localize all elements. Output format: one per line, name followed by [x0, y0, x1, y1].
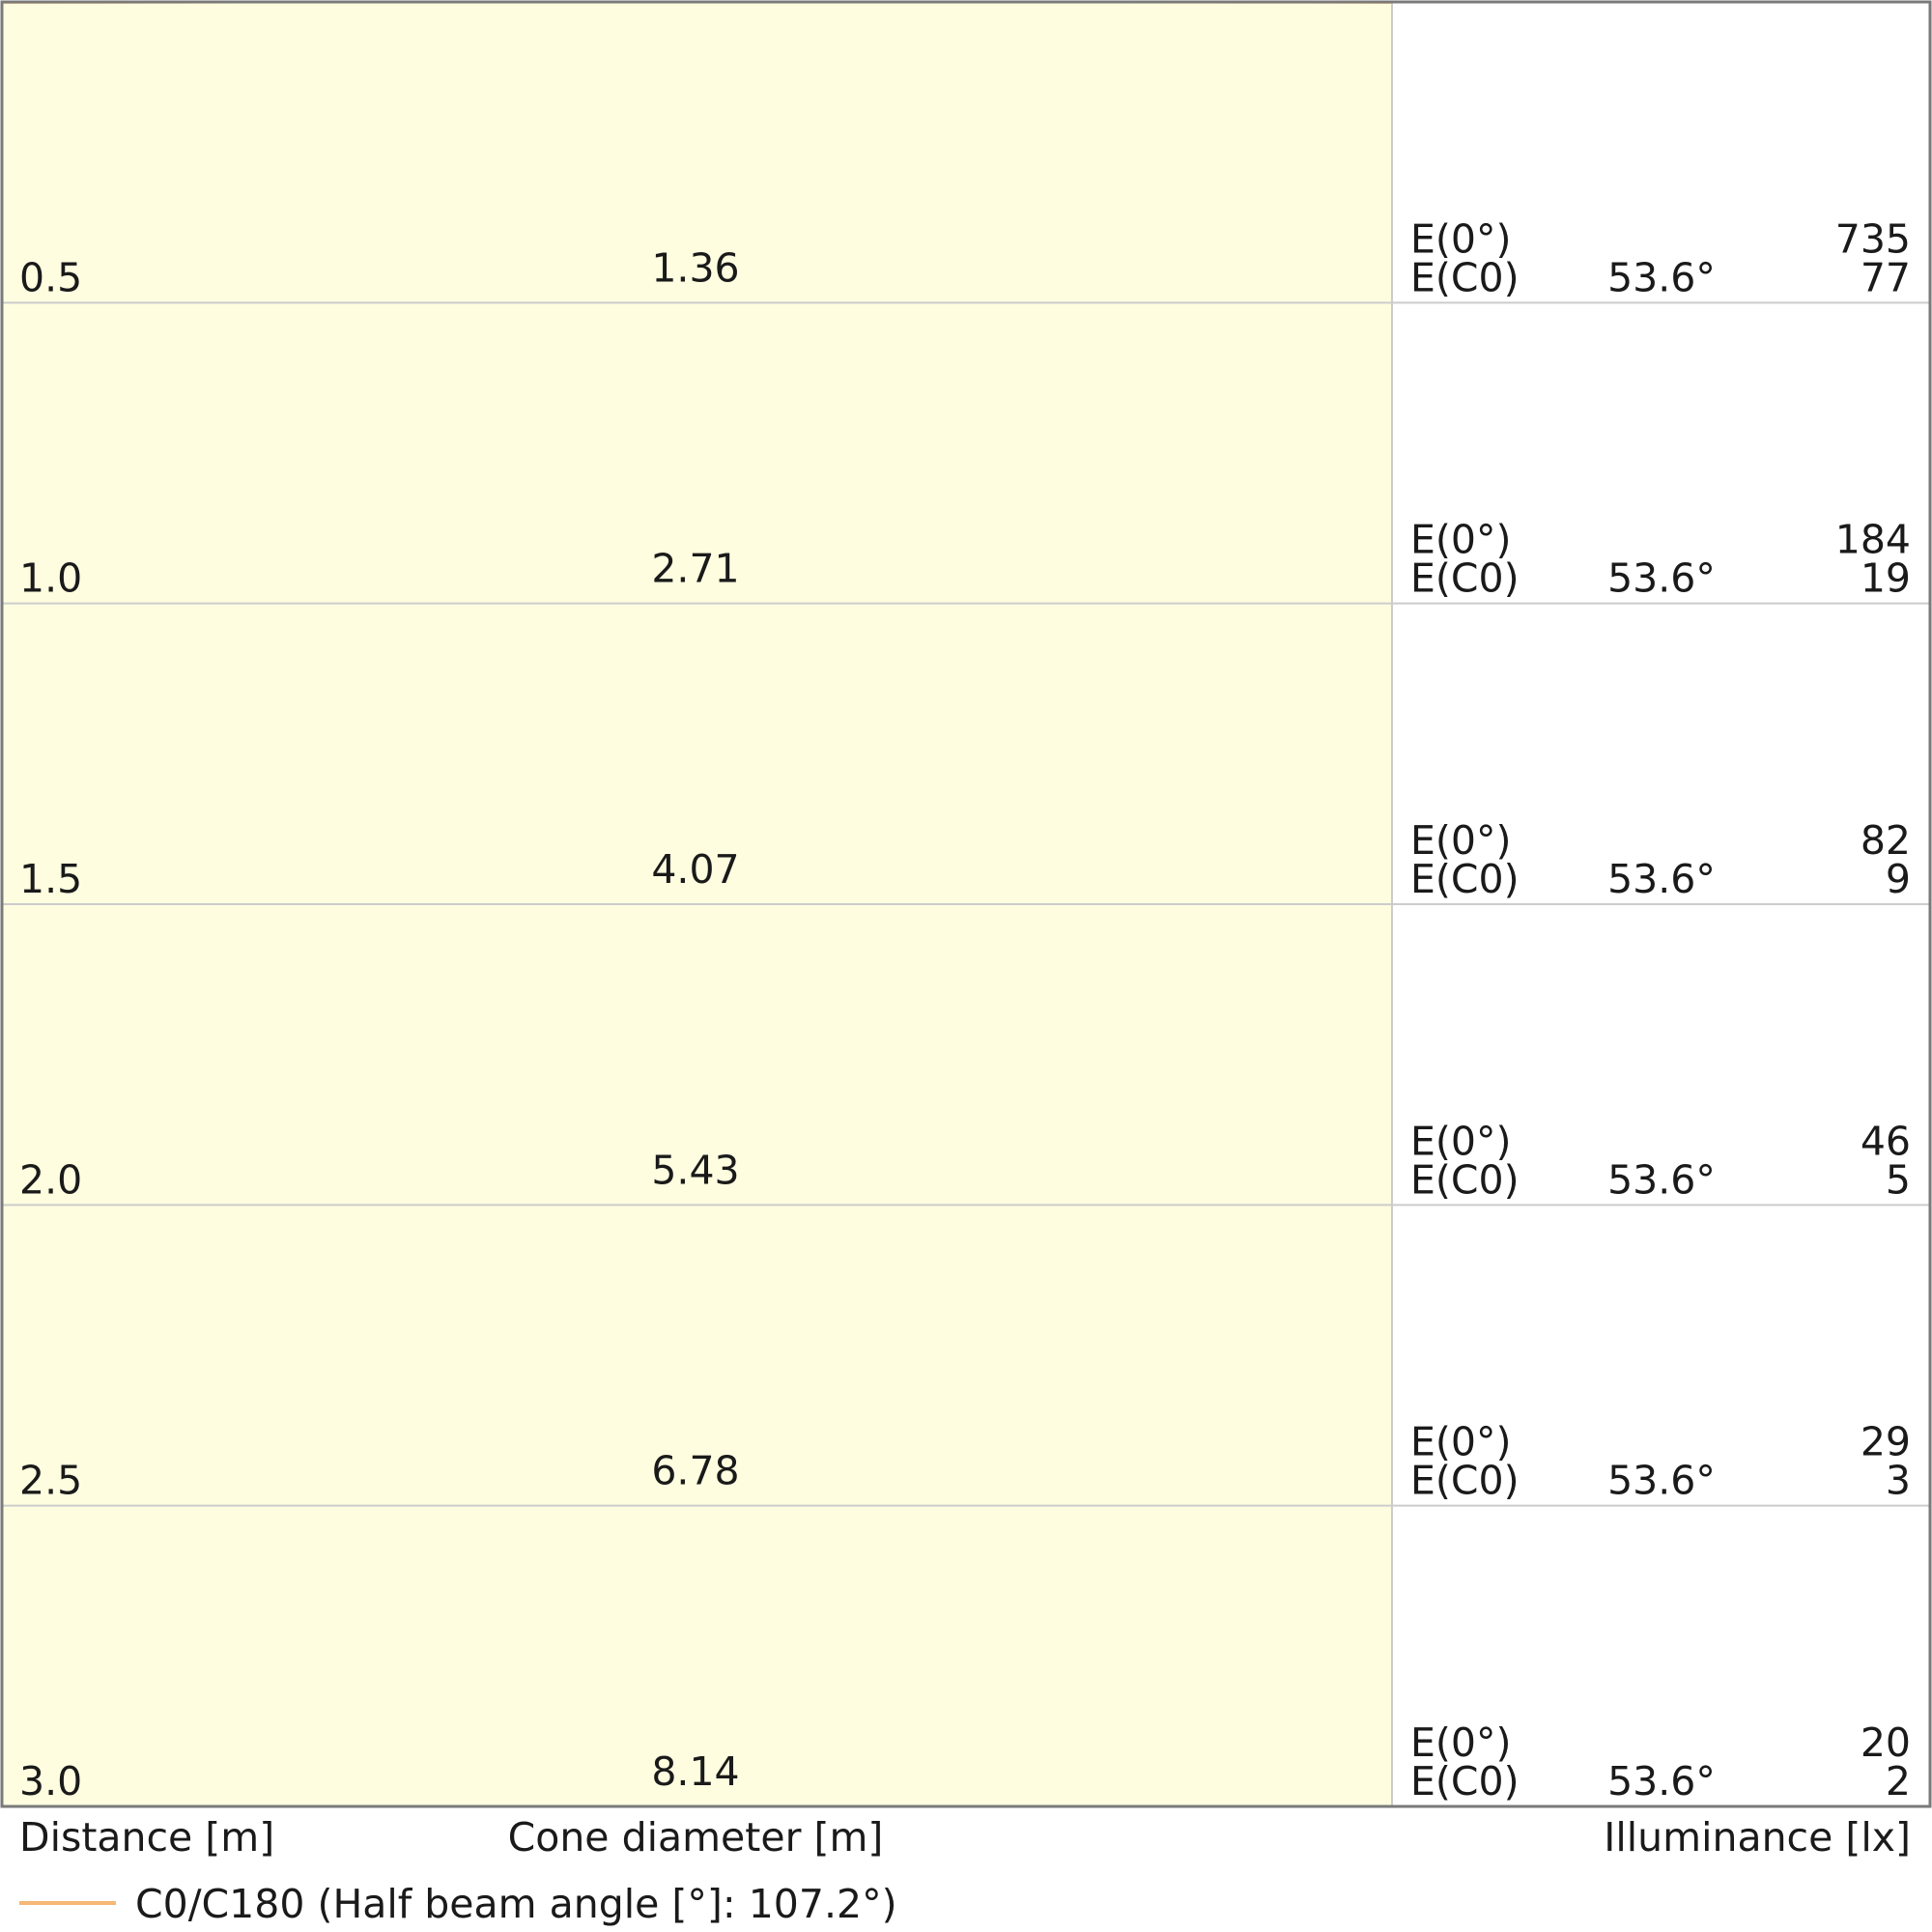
ec0-value: 9	[1886, 856, 1911, 902]
e0-label: E(0°)	[1410, 1719, 1511, 1766]
ec0-label: E(C0)	[1410, 254, 1520, 300]
angle-label: 53.6°	[1607, 856, 1716, 902]
ec0-label: E(C0)	[1410, 555, 1520, 602]
cone-diameter-label: 4.07	[651, 846, 739, 893]
e0-value: 20	[1861, 1719, 1911, 1766]
table-row: 2.0 5.43 E(0°)E(C0) 53.6° 465	[19, 1118, 1911, 1203]
cone-diameter-label: 5.43	[651, 1147, 739, 1193]
angle-label: 53.6°	[1607, 555, 1716, 602]
illuminance-axis-label: Illuminance [lx]	[1604, 1814, 1911, 1861]
table-row: 3.0 8.14 E(0°)E(C0) 53.6° 202	[19, 1719, 1911, 1804]
e0-label: E(0°)	[1410, 1419, 1511, 1465]
angle-label: 53.6°	[1607, 254, 1716, 300]
table-row: 1.5 4.07 E(0°)E(C0) 53.6° 829	[19, 817, 1911, 902]
cone-diameter-label: 8.14	[651, 1748, 739, 1795]
grid-layer	[0, 0, 1932, 1808]
ec0-label: E(C0)	[1410, 856, 1520, 902]
angle-label: 53.6°	[1607, 1156, 1716, 1203]
distance-tick-label: 1.5	[19, 856, 82, 902]
ec0-value: 3	[1886, 1458, 1911, 1504]
e0-label: E(0°)	[1410, 517, 1511, 563]
distance-tick-label: 1.0	[19, 555, 82, 602]
ec0-value: 77	[1861, 254, 1911, 300]
distance-axis-label: Distance [m]	[19, 1814, 274, 1861]
cone-diameter-label: 6.78	[651, 1448, 739, 1494]
e0-value: 735	[1835, 215, 1911, 262]
legend-label: C0/C180 (Half beam angle [°]: 107.2°)	[135, 1881, 897, 1927]
e0-value: 46	[1861, 1118, 1911, 1164]
table-row: 2.5 6.78 E(0°)E(C0) 53.6° 293	[19, 1419, 1911, 1504]
distance-tick-label: 3.0	[19, 1758, 82, 1804]
angle-label: 53.6°	[1607, 1758, 1716, 1804]
e0-label: E(0°)	[1410, 215, 1511, 262]
ec0-label: E(C0)	[1410, 1156, 1520, 1203]
distance-tick-label: 2.0	[19, 1156, 82, 1203]
e0-label: E(0°)	[1410, 1118, 1511, 1164]
e0-label: E(0°)	[1410, 817, 1511, 864]
ec0-label: E(C0)	[1410, 1758, 1520, 1804]
frame	[0, 0, 1932, 1808]
ec0-label: E(C0)	[1410, 1458, 1520, 1504]
distance-tick-label: 0.5	[19, 254, 82, 300]
cone-diameter-label: 2.71	[651, 546, 739, 592]
ec0-value: 2	[1886, 1758, 1911, 1804]
e0-value: 82	[1861, 817, 1911, 864]
cone-diameter-axis-label: Cone diameter [m]	[508, 1814, 884, 1861]
angle-label: 53.6°	[1607, 1458, 1716, 1504]
e0-value: 29	[1861, 1419, 1911, 1465]
distance-tick-label: 2.5	[19, 1458, 82, 1504]
e0-value: 184	[1835, 517, 1911, 563]
ec0-value: 19	[1861, 555, 1911, 602]
ec0-value: 5	[1886, 1156, 1911, 1203]
cone-diameter-label: 1.36	[651, 244, 739, 291]
